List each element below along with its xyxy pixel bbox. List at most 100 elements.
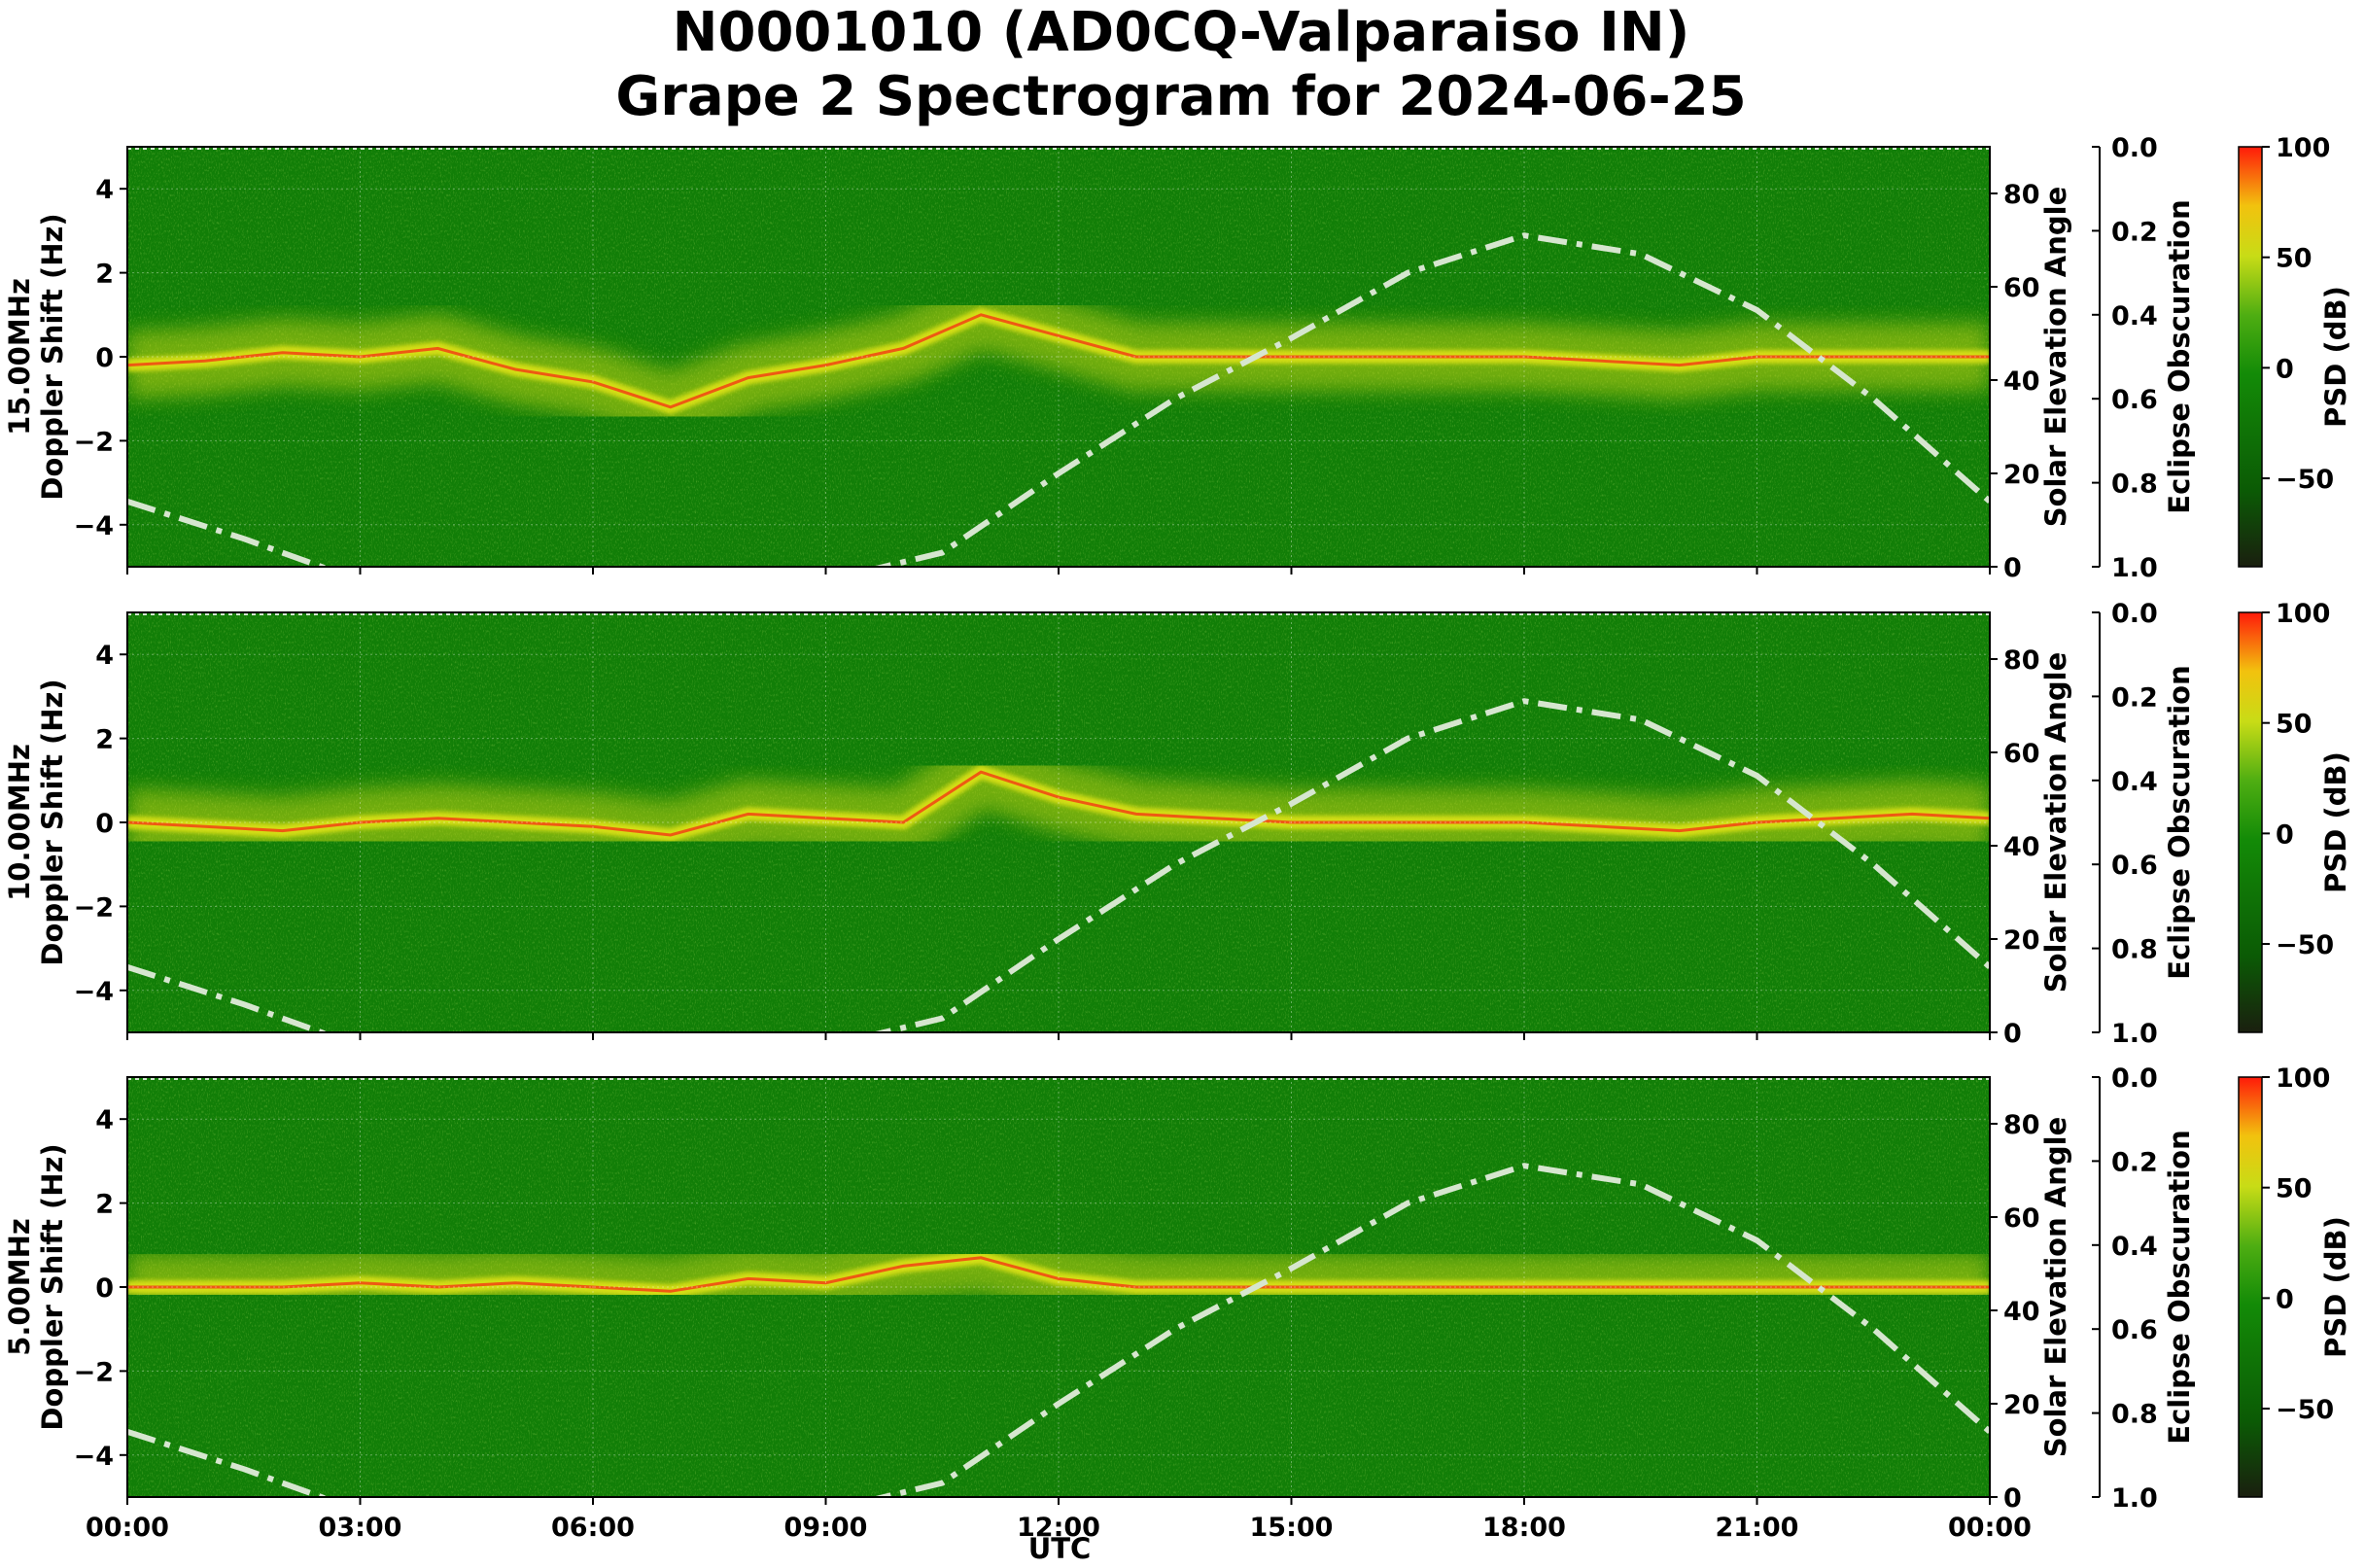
psd-tick-label: −50: [2276, 465, 2334, 495]
eclipse-tick-label: 0.0: [2111, 599, 2158, 629]
eclipse-tick-label: 0.8: [2111, 470, 2158, 500]
solar-tick-label: 20: [2003, 460, 2040, 490]
psd-colorbar: [2238, 146, 2263, 568]
psd-tick-label: 0: [2276, 819, 2294, 850]
eclipse-tick-label: 1.0: [2111, 553, 2158, 583]
solar-tick-label: 20: [2003, 1390, 2040, 1420]
solar-tick-label: 40: [2003, 1297, 2040, 1327]
psd-tick-label: 100: [2276, 133, 2330, 163]
panel-5.00MHz: 420−2−45.00MHz Doppler Shift (Hz)80604020…: [3, 1063, 2352, 1543]
doppler-axis-label: Doppler Shift (Hz): [36, 213, 69, 500]
eclipse-tick-label: 0.2: [2111, 682, 2158, 713]
doppler-tick-label: 0: [95, 809, 114, 839]
psd-tick-label: −50: [2276, 930, 2334, 960]
psd-tick-label: 100: [2276, 599, 2330, 629]
solar-tick-label: 80: [2003, 1110, 2040, 1140]
eclipse-tick-label: 0.4: [2111, 301, 2158, 331]
utc-tick-label: 12:00: [1017, 1513, 1100, 1543]
doppler-tick-label: −4: [74, 1442, 114, 1472]
solar-tick-label: 20: [2003, 925, 2040, 956]
solar-tick-label: 0: [2003, 553, 2022, 583]
psd-axis-label: PSD (dB): [2319, 751, 2352, 893]
eclipse-tick-label: 0.8: [2111, 1400, 2158, 1430]
doppler-tick-label: 4: [95, 1105, 114, 1135]
psd-tick-label: 50: [2276, 1174, 2313, 1204]
psd-tick-label: 100: [2276, 1063, 2330, 1094]
solar-tick-label: 40: [2003, 832, 2040, 862]
eclipse-tick-label: 0.6: [2111, 851, 2158, 881]
chart-title-line1: N0001010 (AD0CQ-Valparaiso IN): [673, 1, 1690, 64]
doppler-tick-label: −4: [74, 511, 114, 541]
eclipse-tick-label: 0.2: [2111, 1147, 2158, 1177]
psd-tick-label: 50: [2276, 244, 2313, 274]
utc-tick-label: 00:00: [86, 1513, 169, 1543]
psd-axis-label: PSD (dB): [2319, 1216, 2352, 1358]
doppler-axis-label: Doppler Shift (Hz): [36, 1143, 69, 1430]
eclipse-tick-label: 1.0: [2111, 1019, 2158, 1049]
solar-elevation-curve: [127, 232, 1990, 567]
solar-elevation-curve: [127, 698, 1990, 1032]
utc-tick-label: 15:00: [1250, 1513, 1334, 1543]
spectrogram-area: [127, 612, 1990, 1032]
solar-tick-label: 0: [2003, 1019, 2022, 1049]
eclipse-tick-label: 0.4: [2111, 1232, 2158, 1262]
eclipse-tick-label: 0.0: [2111, 133, 2158, 163]
utc-tick-label: 03:00: [319, 1513, 402, 1543]
eclipse-axis-label: Eclipse Obscuration: [2163, 1130, 2196, 1444]
doppler-tick-label: −2: [74, 892, 114, 923]
psd-axis-label: PSD (dB): [2319, 286, 2352, 428]
frequency-label: 5.00MHz: [3, 1218, 36, 1356]
doppler-tick-label: −4: [74, 977, 114, 1007]
frequency-label: 15.00MHz: [3, 278, 36, 436]
eclipse-tick-label: 0.6: [2111, 1315, 2158, 1345]
eclipse-axis-label: Eclipse Obscuration: [2163, 665, 2196, 979]
utc-tick-label: 21:00: [1716, 1513, 1799, 1543]
solar-tick-label: 60: [2003, 739, 2040, 769]
utc-tick-label: 18:00: [1482, 1513, 1566, 1543]
x-axis-label: UTC: [1028, 1532, 1092, 1565]
solar-tick-label: 60: [2003, 1203, 2040, 1234]
doppler-tick-label: 2: [95, 260, 114, 290]
solar-tick-label: 80: [2003, 645, 2040, 676]
frequency-label: 10.00MHz: [3, 744, 36, 901]
doppler-tick-label: 0: [95, 343, 114, 373]
solar-tick-label: 80: [2003, 180, 2040, 210]
solar-tick-label: 60: [2003, 273, 2040, 303]
solar-elevation-curve: [127, 1163, 1990, 1497]
eclipse-tick-label: 0.6: [2111, 385, 2158, 415]
solar-axis-label: Solar Elevation Angle: [2039, 187, 2072, 528]
eclipse-tick-label: 0.2: [2111, 217, 2158, 247]
doppler-tick-label: 2: [95, 725, 114, 755]
solar-axis-label: Solar Elevation Angle: [2039, 652, 2072, 993]
psd-colorbar: [2238, 611, 2263, 1033]
signal-core: [127, 770, 1990, 837]
doppler-tick-label: 4: [95, 175, 114, 205]
utc-tick-label: 09:00: [784, 1513, 868, 1543]
utc-tick-label: 06:00: [551, 1513, 635, 1543]
doppler-tick-label: 0: [95, 1273, 114, 1304]
spectrogram-area: [127, 1077, 1990, 1497]
eclipse-tick-label: 0.0: [2111, 1063, 2158, 1094]
signal-core: [127, 313, 1990, 409]
psd-tick-label: 0: [2276, 1284, 2294, 1314]
doppler-axis-label: Doppler Shift (Hz): [36, 679, 69, 965]
psd-tick-label: −50: [2276, 1395, 2334, 1425]
psd-tick-label: 0: [2276, 354, 2294, 384]
chart-title-line2: Grape 2 Spectrogram for 2024-06-25: [615, 65, 1746, 128]
solar-tick-label: 0: [2003, 1483, 2022, 1514]
psd-tick-label: 50: [2276, 710, 2313, 740]
psd-colorbar: [2238, 1076, 2263, 1498]
signal-core: [127, 1256, 1990, 1293]
doppler-tick-label: 2: [95, 1190, 114, 1220]
panels: 420−2−415.00MHz Doppler Shift (Hz)8060402…: [3, 133, 2352, 1543]
doppler-tick-label: 4: [95, 641, 114, 671]
doppler-tick-label: −2: [74, 1357, 114, 1387]
eclipse-tick-label: 1.0: [2111, 1483, 2158, 1514]
eclipse-tick-label: 0.8: [2111, 935, 2158, 965]
solar-tick-label: 40: [2003, 366, 2040, 397]
utc-tick-label: 00:00: [1948, 1513, 2032, 1543]
panel-10.00MHz: 420−2−410.00MHz Doppler Shift (Hz)8060402…: [3, 599, 2352, 1049]
eclipse-tick-label: 0.4: [2111, 767, 2158, 797]
eclipse-axis-label: Eclipse Obscuration: [2163, 199, 2196, 513]
